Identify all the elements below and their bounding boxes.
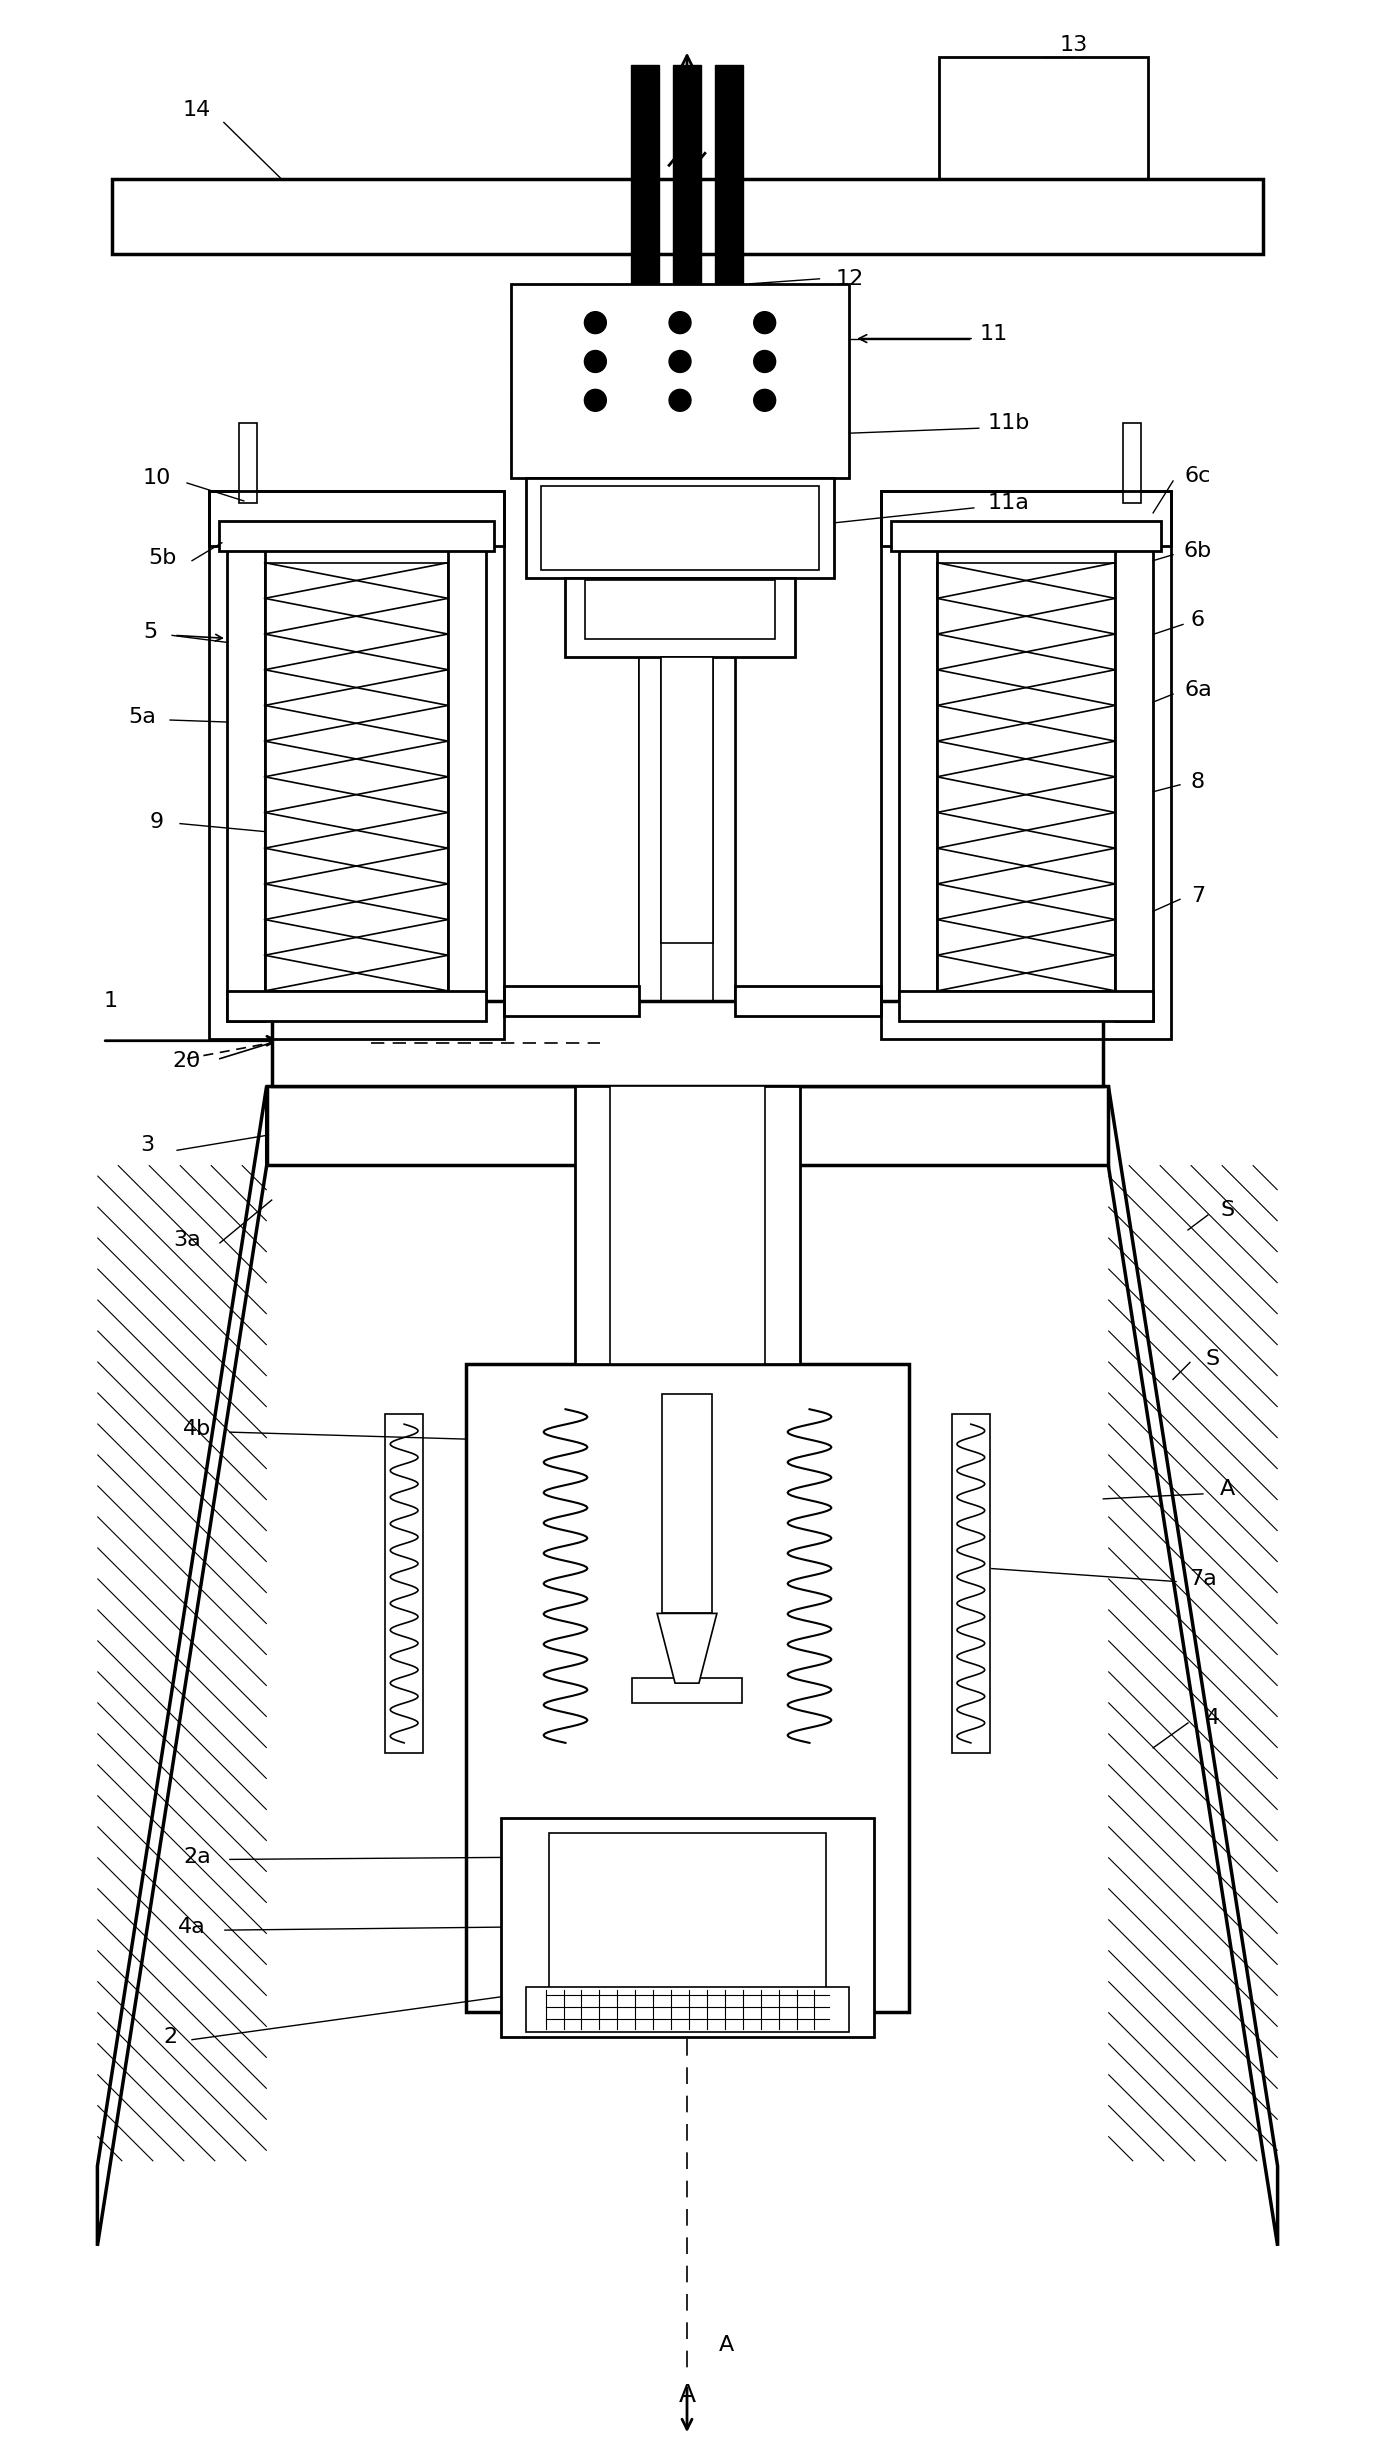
Bar (113, 178, 1262, 254)
Bar (525, 1986, 850, 2033)
Circle shape (754, 312, 776, 334)
Bar (209, 490, 503, 1039)
Bar (540, 486, 820, 569)
Text: 6a: 6a (1184, 681, 1211, 700)
Text: 5a: 5a (128, 708, 157, 727)
Bar (272, 1000, 1103, 1086)
Bar (881, 490, 1172, 1039)
Text: 2a: 2a (183, 1847, 210, 1867)
Text: 11: 11 (979, 325, 1008, 344)
Bar (1123, 422, 1141, 503)
Bar (1115, 532, 1154, 1020)
Text: 6b: 6b (1184, 542, 1211, 561)
Text: 9: 9 (150, 813, 164, 832)
Bar (510, 283, 850, 478)
Bar (576, 1086, 799, 1364)
Text: 3: 3 (140, 1135, 154, 1154)
Text: 3a: 3a (173, 1230, 201, 1249)
Bar (267, 1086, 1108, 1166)
Bar (639, 656, 734, 1066)
Bar (610, 1086, 764, 1364)
Bar (939, 56, 1148, 185)
Bar (712, 656, 734, 1066)
Bar (899, 532, 936, 1020)
Text: 8: 8 (1191, 771, 1204, 791)
Text: 20: 20 (173, 1052, 201, 1071)
Text: 4b: 4b (183, 1420, 212, 1440)
Text: 5: 5 (143, 622, 157, 642)
Polygon shape (657, 1613, 716, 1684)
Text: 14: 14 (183, 100, 212, 120)
Bar (265, 564, 448, 991)
Bar (734, 986, 881, 1015)
Circle shape (670, 351, 692, 373)
Text: 4: 4 (1206, 1708, 1220, 1728)
Bar (663, 1393, 712, 1613)
Text: 1: 1 (103, 991, 117, 1010)
Text: 11b: 11b (987, 412, 1030, 434)
Text: 6c: 6c (1185, 466, 1211, 486)
Text: 7: 7 (1191, 886, 1204, 905)
Bar (466, 1364, 909, 2013)
Circle shape (584, 351, 606, 373)
Circle shape (754, 390, 776, 412)
Bar (239, 422, 257, 503)
Circle shape (584, 390, 606, 412)
Bar (227, 991, 485, 1020)
Text: A: A (719, 2335, 734, 2355)
Text: X: X (718, 98, 740, 127)
Text: 7a: 7a (1189, 1569, 1217, 1588)
Circle shape (670, 390, 692, 412)
Bar (899, 991, 1154, 1020)
Text: A: A (1220, 1479, 1235, 1498)
Text: 13: 13 (1059, 34, 1088, 54)
Text: 12: 12 (835, 268, 864, 288)
Polygon shape (1108, 1086, 1277, 2245)
Bar (565, 578, 795, 656)
Circle shape (670, 312, 692, 334)
Text: S: S (1206, 1349, 1220, 1369)
Text: A: A (678, 2384, 696, 2408)
Bar (891, 520, 1160, 551)
Bar (631, 66, 659, 622)
Bar (227, 532, 265, 1020)
Bar (951, 1415, 990, 1752)
Bar (385, 1415, 424, 1752)
Bar (632, 1679, 741, 1703)
Bar (672, 66, 701, 622)
Bar (661, 656, 712, 944)
Bar (586, 581, 774, 639)
Bar (448, 532, 485, 1020)
Text: S: S (1221, 1200, 1235, 1220)
Bar (936, 564, 1115, 991)
Bar (219, 520, 494, 551)
Bar (525, 478, 835, 578)
Text: 2: 2 (164, 2028, 177, 2047)
Bar (209, 490, 503, 547)
Circle shape (584, 312, 606, 334)
Text: 4a: 4a (179, 1918, 206, 1937)
Bar (639, 656, 661, 1066)
Text: 5b: 5b (148, 547, 176, 569)
Bar (549, 1832, 826, 2023)
Circle shape (754, 351, 776, 373)
Text: 11a: 11a (987, 493, 1030, 512)
Text: 10: 10 (143, 468, 172, 488)
Text: 6: 6 (1191, 610, 1204, 630)
Bar (881, 490, 1172, 547)
Bar (503, 986, 639, 1015)
Bar (500, 1818, 874, 2037)
Bar (715, 66, 742, 622)
Polygon shape (98, 1086, 267, 2245)
